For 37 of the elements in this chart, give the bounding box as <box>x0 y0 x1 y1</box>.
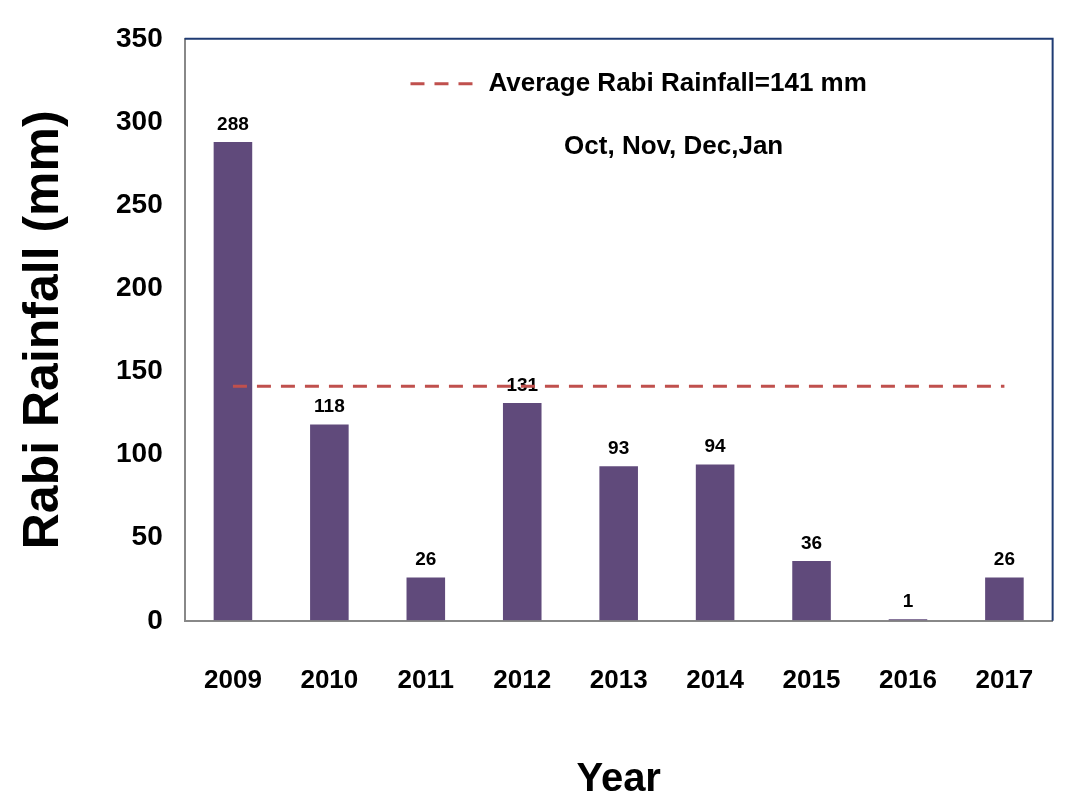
x-tick-label: 2014 <box>686 663 745 694</box>
annotation: Oct, Nov, Dec,Jan <box>564 129 784 160</box>
bar <box>406 577 446 621</box>
x-tick-label: 2010 <box>300 663 359 694</box>
y-tick-label: 200 <box>116 270 163 302</box>
bar <box>695 464 735 621</box>
data-label: 93 <box>608 436 630 458</box>
x-tick-label: 2009 <box>204 663 262 694</box>
y-tick-label: 250 <box>116 187 163 219</box>
legend-label: Average Rabi Rainfall=141 mm <box>488 66 867 97</box>
y-axis-title: Rabi Rainfall (mm) <box>12 110 69 550</box>
x-tick-label: 2017 <box>975 663 1034 694</box>
x-tick-label: 2012 <box>493 663 552 694</box>
x-tick-label: 2015 <box>782 663 841 694</box>
bar <box>502 402 542 621</box>
data-label: 26 <box>993 548 1015 570</box>
y-tick-label: 100 <box>116 437 163 469</box>
data-label: 94 <box>704 435 727 457</box>
data-label: 288 <box>217 112 249 134</box>
bar <box>985 577 1024 621</box>
bar <box>310 424 349 621</box>
x-tick-label: 2013 <box>589 663 648 694</box>
y-tick-label: 150 <box>116 354 163 386</box>
y-tick-label: 300 <box>116 104 163 136</box>
data-label: 36 <box>800 531 823 553</box>
bar <box>213 141 253 621</box>
bar <box>599 466 638 621</box>
y-tick-label: 350 <box>116 21 163 53</box>
y-tick-label: 0 <box>147 603 163 635</box>
data-label: 26 <box>415 548 437 570</box>
data-label: 1 <box>902 589 914 611</box>
x-axis-title: Year <box>576 755 661 800</box>
x-tick-label: 2016 <box>879 663 937 694</box>
x-tick-label: 2011 <box>397 663 455 694</box>
bar <box>792 560 831 621</box>
y-tick-label: 50 <box>131 520 163 552</box>
data-label: 118 <box>314 395 345 417</box>
